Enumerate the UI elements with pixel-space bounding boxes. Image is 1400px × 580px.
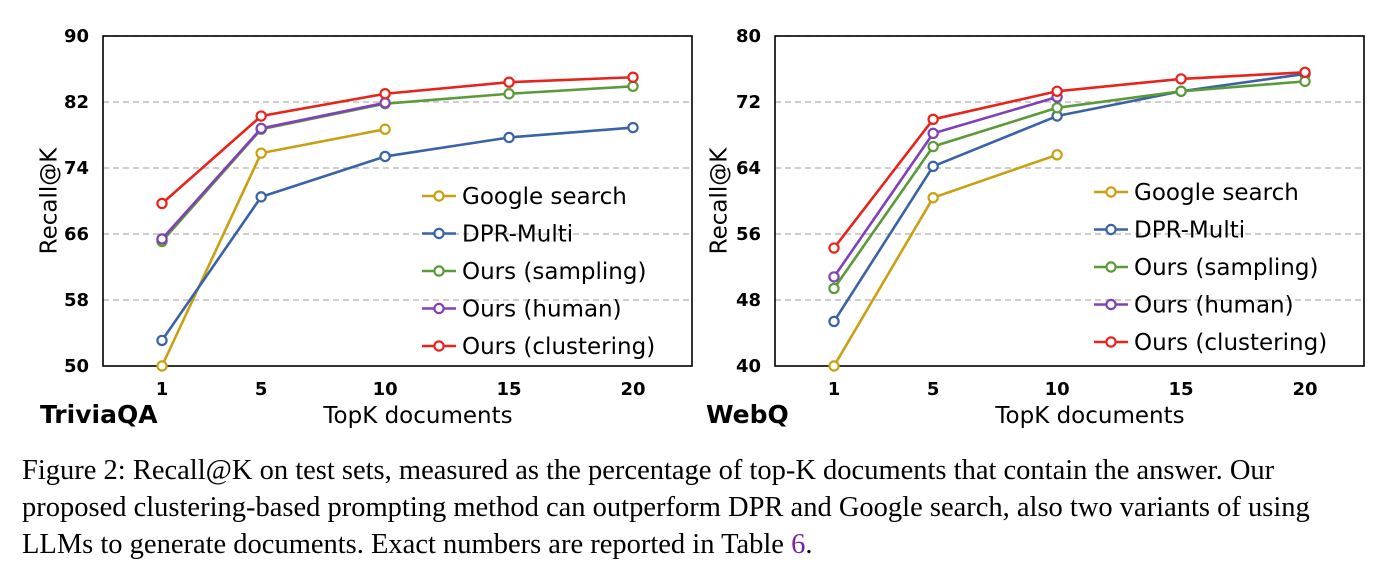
webq-legend-label-ours-human: Ours (human) [1134,293,1294,319]
triviaqa-x-axis-title: TopK documents [322,403,512,429]
triviaqa-data-point-ours-human [156,233,168,245]
webq-x-tick-label: 20 [1292,379,1317,400]
webq-y-tick-label: 40 [736,356,761,377]
webq-legend-label-ours-clustering: Ours (clustering) [1134,330,1327,356]
triviaqa-legend-label-ours-clustering: Ours (clustering) [462,334,655,360]
triviaqa-legend-label-dpr-multi: DPR-Multi [462,222,573,248]
triviaqa-series-line-ours-human [161,101,386,240]
webq-legend-marker-dpr-multi [1105,223,1117,236]
triviaqa-data-point-ours-sampling [627,80,639,93]
triviaqa-data-point-ours-human [255,122,267,135]
triviaqa-series-line-ours-sampling [161,85,634,243]
triviaqa-data-point-ours-clustering [627,71,639,83]
webq-legend-marker-google-search [1105,186,1117,198]
webq-data-point-ours-sampling [828,282,840,295]
webq-data-point-ours-clustering [1299,66,1311,79]
webq-data-point-ours-sampling [1299,75,1311,88]
webq-data-point-google-search [927,191,939,204]
triviaqa-panel-label: TriviaQA [40,400,158,429]
webq-legend-label-ours-sampling: Ours (sampling) [1134,255,1318,281]
triviaqa-data-point-ours-clustering [156,197,168,210]
webq-x-tick-label: 1 [828,379,841,400]
webq-x-tick-label: 15 [1169,379,1194,400]
webq-y-tick-label: 64 [736,158,761,179]
triviaqa-series-line-google-search [160,127,386,367]
triviaqa-y-tick-label: 66 [64,224,89,245]
triviaqa-data-point-ours-human [379,97,391,109]
webq-legend-label-dpr-multi: DPR-Multi [1134,218,1245,244]
triviaqa-x-tick-label: 10 [373,379,398,400]
triviaqa-legend-marker-ours-sampling [433,265,445,277]
triviaqa-legend-label-ours-sampling: Ours (sampling) [462,259,646,285]
triviaqa-data-point-ours-clustering [255,110,267,122]
webq-legend-marker-ours-human [1105,298,1117,311]
webq-x-axis-title: TopK documents [994,403,1184,429]
triviaqa-x-tick-label: 15 [497,379,522,400]
triviaqa-x-tick-label: 1 [156,379,169,400]
triviaqa-data-point-google-search [156,360,168,372]
webq-data-point-ours-sampling [927,140,939,153]
webq-plot-area [774,35,1365,367]
caption-end: . [805,529,813,560]
table-reference-link[interactable]: 6 [791,529,806,560]
webq-y-tick-label: 80 [736,26,761,47]
triviaqa-data-point-dpr-multi [379,150,391,163]
triviaqa-legend-marker-ours-clustering [433,340,445,352]
triviaqa-legend-marker-ours-human [433,302,445,315]
webq-data-point-ours-human [927,127,939,140]
triviaqa-y-tick-label: 90 [64,26,89,47]
triviaqa-data-point-google-search [379,123,391,135]
triviaqa-data-point-ours-clustering [503,76,515,88]
webq-data-point-ours-clustering [828,242,840,254]
webq-x-tick-label: 10 [1045,379,1070,400]
triviaqa-y-tick-label: 74 [64,158,89,179]
triviaqa-data-point-google-search [255,147,267,159]
triviaqa-y-axis-title: Recall@K [37,147,63,255]
triviaqa-legend-label-ours-human: Ours (human) [462,297,622,323]
webq-data-point-dpr-multi [828,315,840,328]
webq-data-point-dpr-multi [927,160,939,173]
triviaqa-x-tick-label: 20 [620,379,645,400]
webq-y-tick-label: 56 [736,224,761,245]
triviaqa-x-tick-label: 5 [255,379,268,400]
triviaqa-legend-marker-google-search [433,190,445,202]
webq-data-point-ours-sampling [1175,85,1187,97]
triviaqa-plot-area [102,35,693,367]
webq-legend-label-google-search: Google search [1134,180,1299,206]
triviaqa-legend-marker-dpr-multi [433,227,445,240]
triviaqa-data-point-ours-clustering [379,88,391,100]
webq-y-tick-label: 48 [736,290,761,311]
webq-data-point-ours-human [828,271,840,283]
triviaqa-data-point-ours-sampling [503,88,515,100]
webq-series-line-ours-human [832,95,1058,278]
figure-caption: Figure 2: Recall@K on test sets, measure… [22,452,1384,563]
webq-data-point-ours-clustering [1051,85,1063,97]
webq-series-line-google-search [832,153,1058,367]
triviaqa-y-tick-label: 58 [64,290,89,311]
triviaqa-data-point-dpr-multi [627,121,639,134]
webq-y-tick-label: 72 [736,92,761,113]
triviaqa-y-tick-label: 82 [64,92,89,113]
webq-data-point-ours-clustering [927,113,939,126]
triviaqa-data-point-dpr-multi [255,191,267,203]
webq-x-tick-label: 5 [927,379,940,400]
webq-data-point-ours-clustering [1175,73,1187,85]
webq-data-point-google-search [828,360,840,372]
webq-y-axis-title: Recall@K [707,147,733,255]
triviaqa-legend-label-google-search: Google search [462,184,627,210]
triviaqa-data-point-dpr-multi [503,131,515,144]
webq-panel-label: WebQ [706,400,789,429]
caption-text: Figure 2: Recall@K on test sets, measure… [22,455,1310,560]
webq-legend-marker-ours-sampling [1105,261,1117,273]
webq-data-point-google-search [1051,149,1063,161]
triviaqa-y-tick-label: 50 [64,356,89,377]
webq-legend-marker-ours-clustering [1105,336,1117,348]
webq-data-point-ours-sampling [1051,102,1063,114]
triviaqa-data-point-dpr-multi [156,334,168,347]
